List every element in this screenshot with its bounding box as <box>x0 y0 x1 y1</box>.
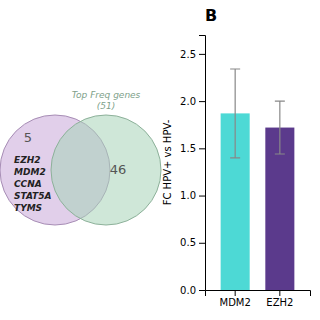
gene-name: CCNA <box>14 179 42 189</box>
tick-label: 1.0 <box>180 190 196 201</box>
bar-panel: 0.0 0.5 1.0 1.5 2.0 2.5 MDM2 EZH2 FC HPV+ vs HPV… <box>162 6 311 308</box>
tick-label: MDM2 <box>219 297 250 308</box>
axis-line <box>206 291 311 297</box>
tick-mark <box>199 54 205 55</box>
gene-name: EZH2 <box>14 155 40 165</box>
tick-mark <box>199 148 205 149</box>
gene-name: STAT5A <box>14 191 51 201</box>
tick: 0.5 <box>180 237 205 248</box>
y-axis-title: FC HPV+ vs HPV- <box>162 119 173 205</box>
error-bar <box>275 101 285 154</box>
tick-label: 1.5 <box>180 143 196 154</box>
gene-name: TYMS <box>14 203 42 213</box>
tick-label: 0.0 <box>180 285 196 296</box>
tick-label: 0.5 <box>180 237 196 248</box>
tick: EZH2 <box>266 290 293 308</box>
tick-mark <box>199 243 205 244</box>
venn-circle <box>51 115 161 225</box>
venn-count: 5 <box>24 130 32 145</box>
venn: 5 46 Top Freq genes(51) EZH2 MDM2 CCNA STAT5A T… <box>0 90 161 225</box>
tick: 1.5 <box>180 143 205 154</box>
tick-mark <box>199 101 205 102</box>
tick: 0.0 <box>180 285 205 296</box>
tick: 2.5 <box>180 49 205 60</box>
tick-mark <box>199 290 205 291</box>
plot-area <box>221 69 295 290</box>
tick-label: 2.0 <box>180 96 196 107</box>
tick: 1.0 <box>180 190 205 201</box>
x-axis: MDM2 EZH2 <box>206 290 311 308</box>
venn-count: 46 <box>110 162 127 177</box>
tick: MDM2 <box>219 290 250 308</box>
axis-line <box>199 36 206 291</box>
tick-label: 2.5 <box>180 49 196 60</box>
tick: 2.0 <box>180 96 205 107</box>
y-axis: 0.0 0.5 1.0 1.5 2.0 2.5 <box>180 36 205 296</box>
error-bar <box>230 69 240 158</box>
tick-mark <box>279 290 280 296</box>
venn-label: Top Freq genes(51) <box>72 90 141 111</box>
tick-mark <box>199 196 205 197</box>
chart: 5 46 Top Freq genes(51) EZH2 MDM2 CCNA STAT5A T… <box>0 0 320 320</box>
tick-label: EZH2 <box>266 297 293 308</box>
tick-mark <box>235 290 236 296</box>
gene-name: MDM2 <box>14 167 46 177</box>
title: B <box>205 6 217 25</box>
